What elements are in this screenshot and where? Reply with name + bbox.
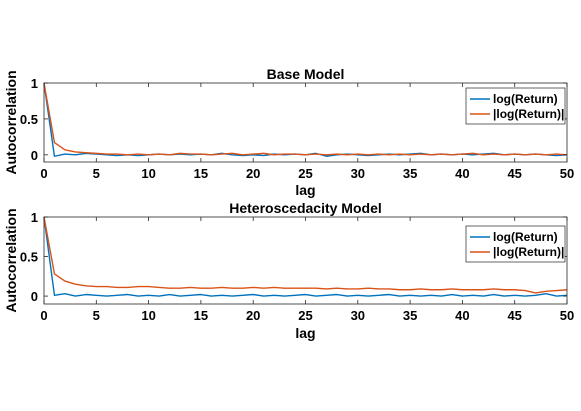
series-line-abs-log-return <box>43 82 568 156</box>
x-tick-label: 20 <box>246 308 260 323</box>
x-tick-label: 25 <box>298 308 312 323</box>
y-tick-label: 0.5 <box>20 112 38 127</box>
x-tick-label: 15 <box>194 308 208 323</box>
y-tick-label: 0 <box>31 289 38 304</box>
x-tick-label: 45 <box>507 166 521 181</box>
y-axis-label: Autocorrelation <box>3 208 19 312</box>
x-tick-label: 5 <box>93 308 100 323</box>
legend-entry-log-return: log(Return) <box>493 92 558 106</box>
x-tick-label: 15 <box>194 166 208 181</box>
x-axis-label: lag <box>295 182 315 198</box>
x-tick-label: 40 <box>455 308 469 323</box>
series-line-abs-log-return <box>43 216 568 294</box>
legend: log(Return)|log(Return)| <box>465 225 566 263</box>
x-tick-label: 30 <box>351 308 365 323</box>
legend-entry-abs-log-return: |log(Return)| <box>493 245 564 259</box>
x-tick-label: 30 <box>351 166 365 181</box>
legend-box <box>465 87 566 125</box>
heteroscedacity-model-chart: 0 5 10 15 20 25 30 35 40 45 50 0 0.5 1 Heteroscedacity… <box>3 200 574 341</box>
legend: log(Return)|log(Return)| <box>465 87 566 125</box>
x-tick-label: 45 <box>507 308 521 323</box>
y-tick-label: 1 <box>31 210 38 225</box>
x-axis-label: lag <box>295 325 315 341</box>
x-tick-label: 10 <box>141 166 155 181</box>
chart-title: Base Model <box>267 66 345 82</box>
x-tick-label: 50 <box>560 166 574 181</box>
x-tick-label: 35 <box>403 166 417 181</box>
base-model-chart: 0 5 10 15 20 25 30 35 40 45 50 0 0.5 1 Base Model lag Au… <box>3 66 574 198</box>
x-tick-label: 10 <box>141 308 155 323</box>
x-tick-label: 50 <box>560 308 574 323</box>
legend-entry-abs-log-return: |log(Return)| <box>493 107 564 121</box>
x-tick-label: 40 <box>455 166 469 181</box>
x-tick-label: 25 <box>298 166 312 181</box>
x-tick-label: 0 <box>40 308 47 323</box>
y-tick-label: 0.5 <box>20 250 38 265</box>
chart-title: Heteroscedacity Model <box>229 200 382 216</box>
y-tick-label: 1 <box>31 76 38 91</box>
y-axis-label: Autocorrelation <box>3 70 19 174</box>
y-tick-label: 0 <box>31 148 38 163</box>
legend-entry-log-return: log(Return) <box>493 230 558 244</box>
x-tick-label: 5 <box>93 166 100 181</box>
x-tick-label: 0 <box>40 166 47 181</box>
x-tick-label: 20 <box>246 166 260 181</box>
legend-box <box>465 225 566 263</box>
series-line-log-return <box>43 216 568 297</box>
x-tick-label: 35 <box>403 308 417 323</box>
